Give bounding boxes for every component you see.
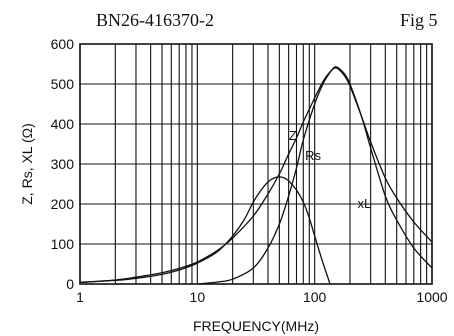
y-tick-label: 400 — [51, 116, 75, 132]
y-tick-label: 200 — [51, 196, 75, 212]
plot-frame — [79, 43, 433, 285]
y-tick-labels: 0 100 200 300 400 500 600 — [51, 36, 75, 292]
x-tick-label: 10 — [190, 289, 206, 305]
curve-label-xl: xL — [357, 196, 371, 211]
curves — [79, 66, 433, 285]
x-tick-label: 1000 — [416, 289, 447, 305]
x-tick-labels: 1 10 100 1000 — [76, 289, 448, 305]
figure-label: Fig 5 — [400, 10, 438, 30]
x-axis-label: FREQUENCY(MHz) — [193, 318, 319, 334]
y-axis-label: Z, Rs, XL (Ω) — [19, 123, 35, 205]
curve-labels: Z Rs xL — [289, 128, 371, 211]
curve-label-z: Z — [289, 128, 297, 143]
curve-z — [79, 67, 433, 284]
curve-label-rs: Rs — [305, 148, 321, 163]
chart-title: BN26-416370-2 — [96, 10, 214, 30]
x-tick-label: 100 — [303, 289, 327, 305]
curve-xl — [79, 176, 331, 285]
y-tick-label: 0 — [66, 276, 74, 292]
y-tick-label: 500 — [51, 76, 75, 92]
y-tick-label: 300 — [51, 156, 75, 172]
y-tick-label: 600 — [51, 36, 75, 52]
y-tick-label: 100 — [51, 236, 75, 252]
x-tick-label: 1 — [76, 289, 84, 305]
curve-rs — [197, 66, 433, 285]
